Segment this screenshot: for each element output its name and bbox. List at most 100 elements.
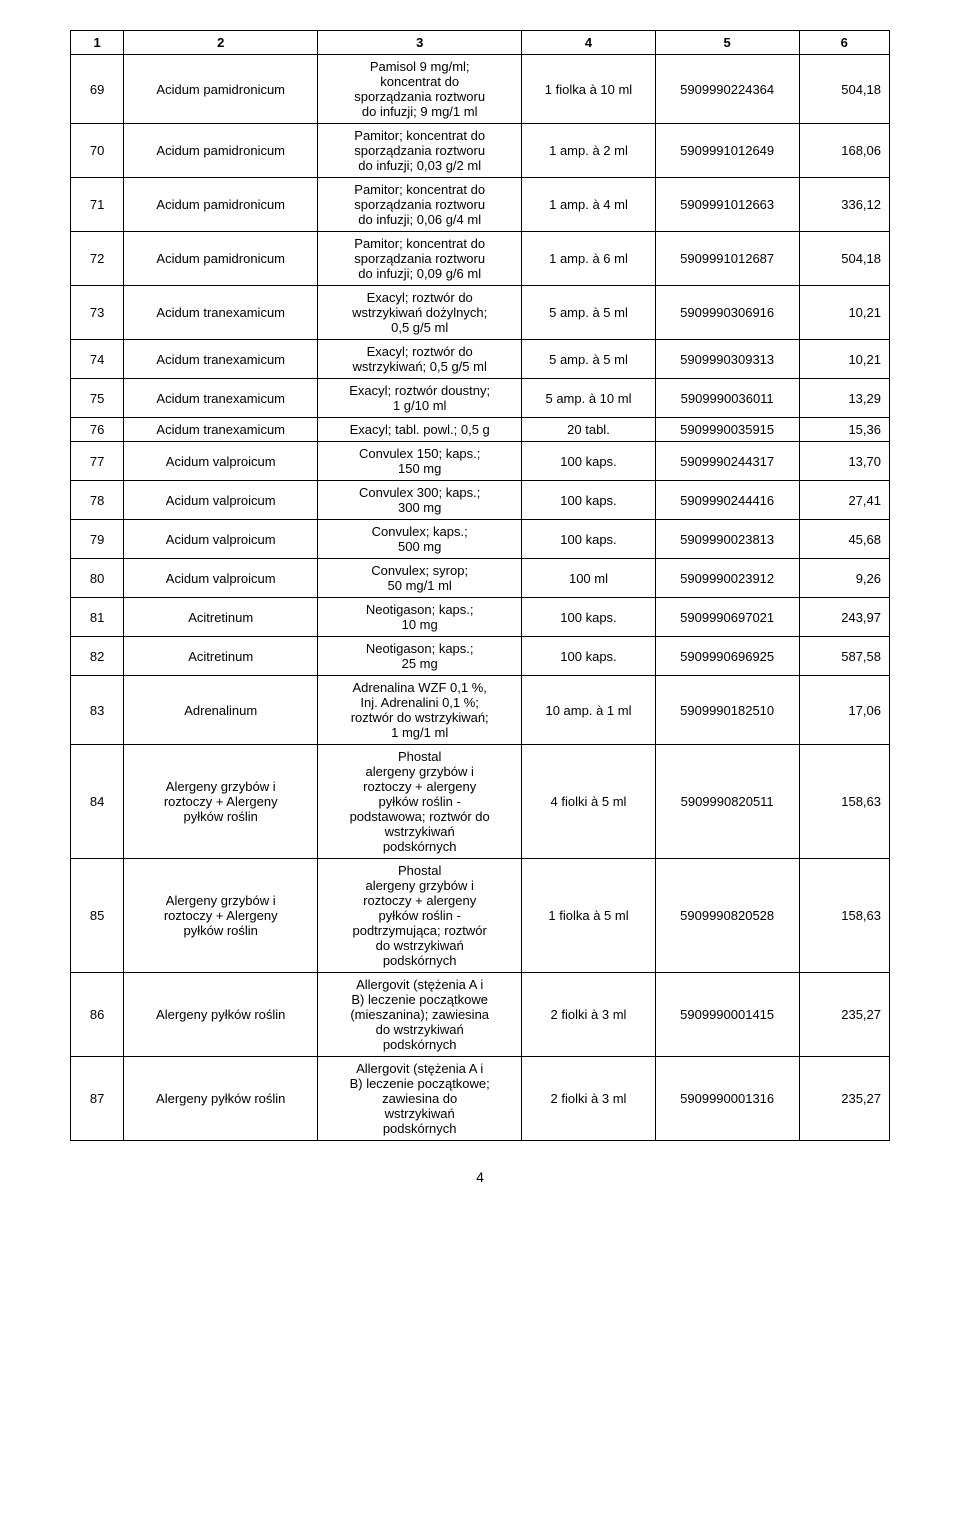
table-row: 77Acidum valproicumConvulex 150; kaps.;1… [71, 442, 890, 481]
table-row: 78Acidum valproicumConvulex 300; kaps.;3… [71, 481, 890, 520]
cell-package: 4 fiolki à 5 ml [522, 745, 656, 859]
cell-code: 5909990696925 [655, 637, 799, 676]
cell-price: 168,06 [799, 124, 890, 178]
cell-product: Neotigason; kaps.;25 mg [318, 637, 522, 676]
col-header-2: 2 [124, 31, 318, 55]
col-header-6: 6 [799, 31, 890, 55]
cell-code: 5909990820528 [655, 859, 799, 973]
cell-id: 81 [71, 598, 124, 637]
cell-price: 235,27 [799, 973, 890, 1057]
cell-price: 13,70 [799, 442, 890, 481]
table-row: 76Acidum tranexamicumExacyl; tabl. powl.… [71, 418, 890, 442]
cell-product: Adrenalina WZF 0,1 %,Inj. Adrenalini 0,1… [318, 676, 522, 745]
cell-package: 100 kaps. [522, 442, 656, 481]
cell-substance: Acidum valproicum [124, 442, 318, 481]
table-row: 71Acidum pamidronicumPamitor; koncentrat… [71, 178, 890, 232]
cell-product: Convulex 300; kaps.;300 mg [318, 481, 522, 520]
table-row: 84Alergeny grzybów iroztoczy + Alergenyp… [71, 745, 890, 859]
cell-package: 5 amp. à 10 ml [522, 379, 656, 418]
page-number: 4 [70, 1169, 890, 1185]
cell-package: 1 amp. à 4 ml [522, 178, 656, 232]
cell-product: Neotigason; kaps.;10 mg [318, 598, 522, 637]
cell-code: 5909990023813 [655, 520, 799, 559]
cell-id: 75 [71, 379, 124, 418]
cell-code: 5909990001415 [655, 973, 799, 1057]
cell-code: 5909991012687 [655, 232, 799, 286]
table-row: 69Acidum pamidronicumPamisol 9 mg/ml;kon… [71, 55, 890, 124]
cell-id: 79 [71, 520, 124, 559]
cell-substance: Alergeny pyłków roślin [124, 973, 318, 1057]
cell-package: 1 fiolka à 10 ml [522, 55, 656, 124]
cell-substance: Acidum tranexamicum [124, 286, 318, 340]
cell-substance: Acitretinum [124, 598, 318, 637]
cell-package: 100 kaps. [522, 637, 656, 676]
cell-product: Allergovit (stężenia A iB) leczenie pocz… [318, 1057, 522, 1141]
cell-product: Pamitor; koncentrat dosporządzania roztw… [318, 178, 522, 232]
cell-id: 82 [71, 637, 124, 676]
cell-product: Allergovit (stężenia A iB) leczenie pocz… [318, 973, 522, 1057]
cell-price: 158,63 [799, 745, 890, 859]
cell-product: Exacyl; roztwór dowstrzykiwań; 0,5 g/5 m… [318, 340, 522, 379]
cell-price: 504,18 [799, 55, 890, 124]
table-body: 69Acidum pamidronicumPamisol 9 mg/ml;kon… [71, 55, 890, 1141]
col-header-1: 1 [71, 31, 124, 55]
cell-code: 5909991012663 [655, 178, 799, 232]
table-row: 85Alergeny grzybów iroztoczy + Alergenyp… [71, 859, 890, 973]
cell-id: 77 [71, 442, 124, 481]
cell-substance: Adrenalinum [124, 676, 318, 745]
cell-product: Convulex; syrop;50 mg/1 ml [318, 559, 522, 598]
cell-id: 73 [71, 286, 124, 340]
cell-code: 5909990035915 [655, 418, 799, 442]
cell-id: 83 [71, 676, 124, 745]
cell-price: 13,29 [799, 379, 890, 418]
cell-package: 1 amp. à 6 ml [522, 232, 656, 286]
cell-product: Phostalalergeny grzybów iroztoczy + aler… [318, 859, 522, 973]
cell-id: 87 [71, 1057, 124, 1141]
cell-substance: Acidum valproicum [124, 559, 318, 598]
table-row: 79Acidum valproicumConvulex; kaps.;500 m… [71, 520, 890, 559]
cell-substance: Alergeny pyłków roślin [124, 1057, 318, 1141]
table-row: 86Alergeny pyłków roślinAllergovit (stęż… [71, 973, 890, 1057]
cell-product: Pamitor; koncentrat dosporządzania roztw… [318, 124, 522, 178]
cell-substance: Alergeny grzybów iroztoczy + Alergenypył… [124, 859, 318, 973]
table-row: 75Acidum tranexamicumExacyl; roztwór dou… [71, 379, 890, 418]
cell-package: 1 amp. à 2 ml [522, 124, 656, 178]
cell-package: 100 kaps. [522, 481, 656, 520]
document-page: 1 2 3 4 5 6 69Acidum pamidronicumPamisol… [0, 0, 960, 1225]
cell-id: 71 [71, 178, 124, 232]
cell-price: 336,12 [799, 178, 890, 232]
cell-price: 9,26 [799, 559, 890, 598]
cell-price: 10,21 [799, 286, 890, 340]
cell-price: 587,58 [799, 637, 890, 676]
cell-code: 5909990036011 [655, 379, 799, 418]
cell-package: 5 amp. à 5 ml [522, 340, 656, 379]
table-row: 80Acidum valproicumConvulex; syrop;50 mg… [71, 559, 890, 598]
table-row: 70Acidum pamidronicumPamitor; koncentrat… [71, 124, 890, 178]
table-row: 82AcitretinumNeotigason; kaps.;25 mg100 … [71, 637, 890, 676]
cell-package: 2 fiolki à 3 ml [522, 973, 656, 1057]
cell-code: 5909990820511 [655, 745, 799, 859]
cell-price: 235,27 [799, 1057, 890, 1141]
cell-code: 5909990244317 [655, 442, 799, 481]
cell-price: 27,41 [799, 481, 890, 520]
cell-substance: Alergeny grzybów iroztoczy + Alergenypył… [124, 745, 318, 859]
cell-price: 45,68 [799, 520, 890, 559]
cell-code: 5909990244416 [655, 481, 799, 520]
cell-substance: Acidum valproicum [124, 520, 318, 559]
table-row: 83AdrenalinumAdrenalina WZF 0,1 %,Inj. A… [71, 676, 890, 745]
cell-code: 5909990001316 [655, 1057, 799, 1141]
table-header-row: 1 2 3 4 5 6 [71, 31, 890, 55]
cell-id: 70 [71, 124, 124, 178]
cell-id: 85 [71, 859, 124, 973]
cell-substance: Acidum pamidronicum [124, 55, 318, 124]
cell-code: 5909990697021 [655, 598, 799, 637]
cell-code: 5909990306916 [655, 286, 799, 340]
cell-package: 2 fiolki à 3 ml [522, 1057, 656, 1141]
cell-substance: Acidum pamidronicum [124, 124, 318, 178]
cell-id: 78 [71, 481, 124, 520]
cell-id: 69 [71, 55, 124, 124]
cell-id: 74 [71, 340, 124, 379]
table-row: 72Acidum pamidronicumPamitor; koncentrat… [71, 232, 890, 286]
cell-package: 20 tabl. [522, 418, 656, 442]
cell-code: 5909990224364 [655, 55, 799, 124]
